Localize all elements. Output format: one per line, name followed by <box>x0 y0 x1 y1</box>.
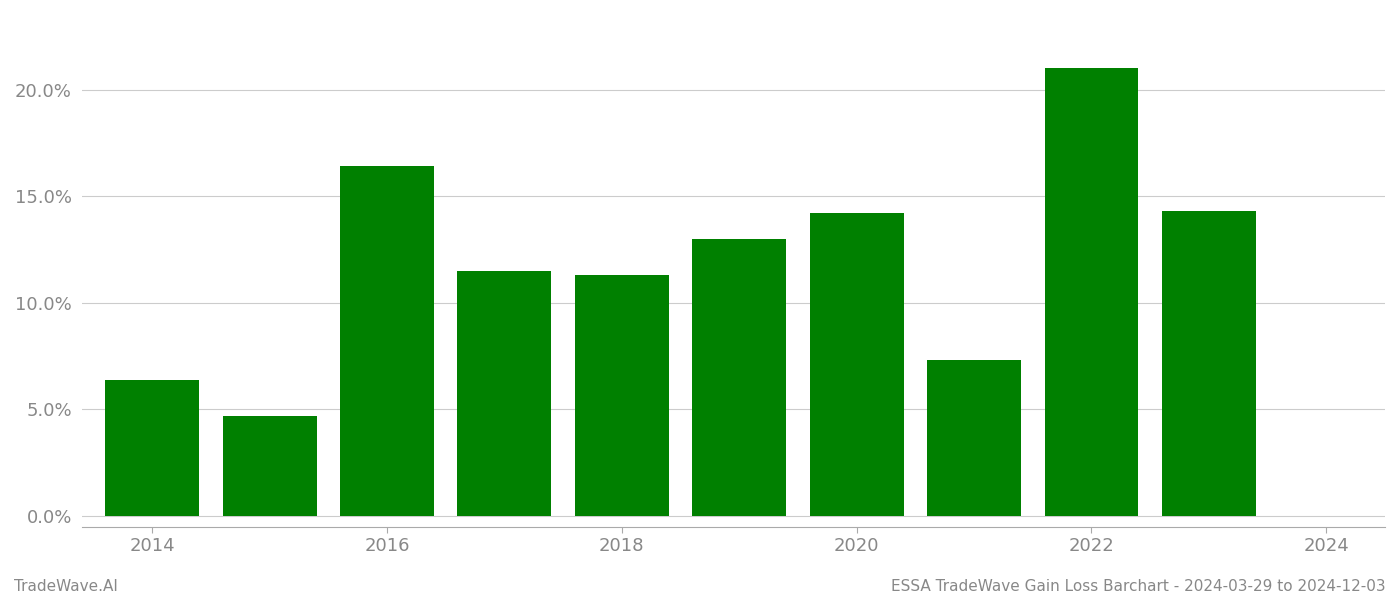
Bar <box>340 166 434 516</box>
Bar <box>105 380 199 516</box>
Bar <box>927 361 1021 516</box>
Bar <box>809 213 903 516</box>
Bar <box>575 275 669 516</box>
Text: TradeWave.AI: TradeWave.AI <box>14 579 118 594</box>
Bar <box>1162 211 1256 516</box>
Bar <box>223 416 316 516</box>
Bar <box>458 271 552 516</box>
Bar <box>1044 68 1138 516</box>
Text: ESSA TradeWave Gain Loss Barchart - 2024-03-29 to 2024-12-03: ESSA TradeWave Gain Loss Barchart - 2024… <box>892 579 1386 594</box>
Bar <box>692 239 787 516</box>
